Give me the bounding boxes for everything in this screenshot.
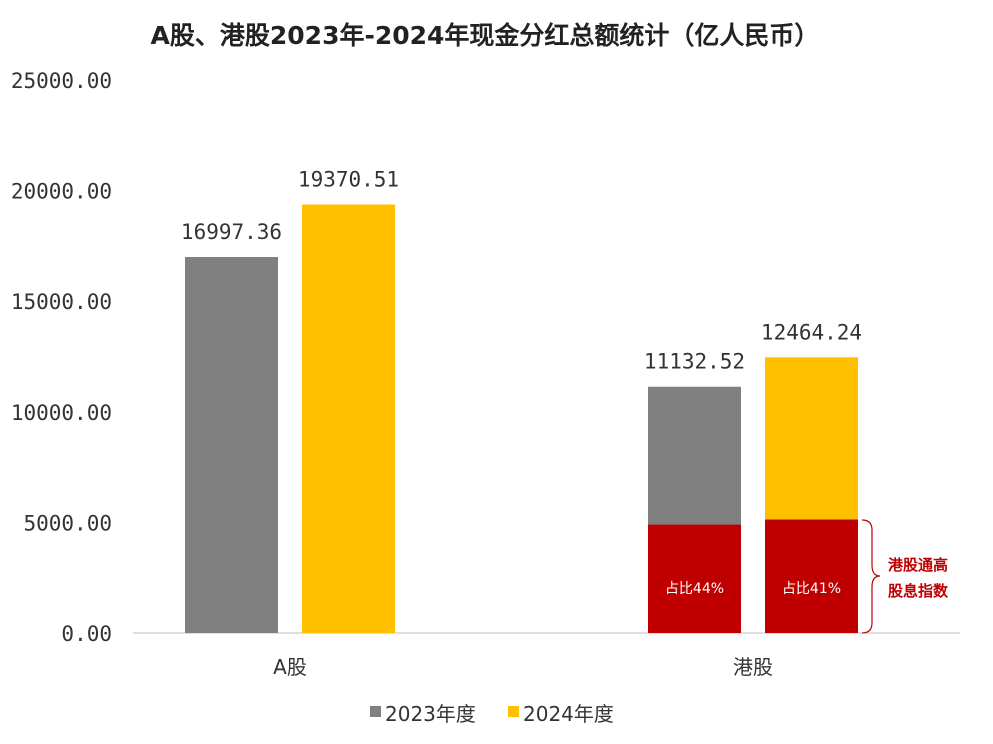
y-tick-label-4: 20000.00 bbox=[11, 180, 112, 204]
category-label-0: A股 bbox=[273, 655, 307, 679]
bar-0-0 bbox=[185, 257, 278, 633]
y-tick-label-3: 15000.00 bbox=[11, 290, 112, 314]
overlay-label-0: 占比44% bbox=[665, 581, 724, 597]
data-label-0-1: 11132.52 bbox=[644, 350, 745, 374]
y-tick-label-5: 25000.00 bbox=[11, 69, 112, 93]
data-label-0-0: 16997.36 bbox=[181, 220, 282, 244]
legend-label-1: 2024年度 bbox=[523, 702, 614, 726]
overlay-bar-1 bbox=[765, 519, 858, 633]
data-label-1-0: 19370.51 bbox=[298, 168, 399, 192]
y-axis: 0.00 5000.00 10000.00 15000.00 20000.00 25000… bbox=[11, 69, 112, 646]
bars: 16997.36 11132.52 19370.51 12464.24 bbox=[181, 168, 862, 633]
category-label-1: 港股 bbox=[733, 655, 773, 679]
annotation-brace bbox=[861, 519, 881, 634]
x-axis-categories: A股 港股 bbox=[273, 655, 773, 679]
legend-swatch-1 bbox=[508, 706, 519, 717]
overlay-label-1: 占比41% bbox=[782, 581, 841, 597]
y-tick-label-0: 0.00 bbox=[61, 622, 112, 646]
legend: 2023年度 2024年度 bbox=[370, 702, 614, 726]
overlay-bars: 占比44% 占比41% bbox=[648, 519, 858, 633]
overlay-bar-0 bbox=[648, 524, 741, 633]
annotation-line-2: 股息指数 bbox=[888, 582, 949, 600]
annotation-line-1: 港股通高 bbox=[888, 556, 948, 574]
y-tick-label-1: 5000.00 bbox=[23, 511, 112, 535]
data-label-1-1: 12464.24 bbox=[761, 320, 862, 344]
y-tick-label-2: 10000.00 bbox=[11, 401, 112, 425]
legend-label-0: 2023年度 bbox=[385, 702, 476, 726]
bar-1-0 bbox=[302, 204, 395, 633]
legend-swatch-0 bbox=[370, 706, 381, 717]
annotation: 港股通高 股息指数 bbox=[861, 519, 949, 634]
chart-title: A股、港股2023年-2024年现金分红总额统计（亿人民币） bbox=[151, 21, 820, 50]
